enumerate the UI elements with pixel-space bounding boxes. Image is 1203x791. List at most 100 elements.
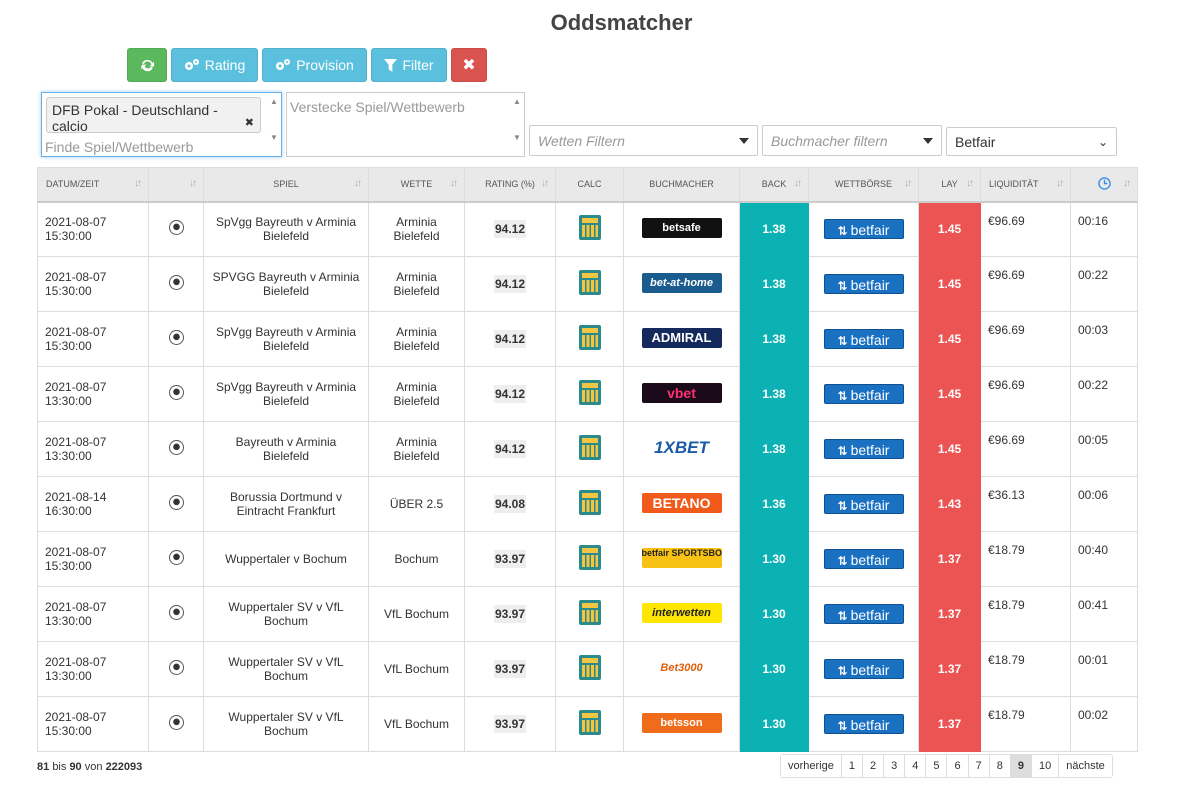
pagination-page-7[interactable]: 7 bbox=[968, 755, 990, 777]
calculator-icon[interactable] bbox=[578, 545, 601, 570]
bookmaker-filter-select[interactable]: Buchmacher filtern bbox=[762, 125, 942, 156]
calculator-icon[interactable] bbox=[578, 270, 601, 295]
pagination-page-8[interactable]: 8 bbox=[989, 755, 1011, 777]
calculator-icon[interactable] bbox=[578, 655, 601, 680]
col-header-calc: Calc bbox=[555, 167, 624, 203]
calculator-icon[interactable] bbox=[578, 490, 601, 515]
bookmaker-logo[interactable]: Bet3000 bbox=[641, 657, 722, 678]
exchange-logo[interactable]: ⇅ betfair bbox=[823, 659, 904, 679]
rating-cell: 93.97 bbox=[464, 586, 556, 642]
col-header-back[interactable]: Back ↓↑ bbox=[739, 167, 809, 203]
bookmaker-logo[interactable]: 1XBET bbox=[641, 437, 722, 458]
bets-filter-select[interactable]: Wetten Filtern bbox=[529, 125, 758, 156]
pagination-page-2[interactable]: 2 bbox=[862, 755, 885, 777]
pagination-prev-button[interactable]: vorherige bbox=[781, 755, 842, 777]
calculator-icon[interactable] bbox=[578, 710, 601, 735]
bookmaker-logo[interactable]: betfair SPORTSBOOK bbox=[641, 547, 722, 568]
col-header-bet[interactable]: Wette ↓↑ bbox=[368, 167, 465, 203]
bookmaker-logo[interactable]: betsson bbox=[641, 712, 722, 733]
bookmaker-logo[interactable]: vbet bbox=[641, 382, 722, 403]
bookmaker-logo[interactable]: BETANO bbox=[641, 492, 722, 513]
lay-odds-cell: 1.45 bbox=[918, 256, 981, 312]
pagination-next-button[interactable]: nächste bbox=[1059, 755, 1112, 777]
sort-icon: ↓↑ bbox=[966, 178, 974, 189]
rating-cell: 94.08 bbox=[464, 476, 556, 532]
exchange-logo[interactable]: ⇅ betfair bbox=[823, 604, 904, 624]
back-odds-cell: 1.30 bbox=[739, 641, 809, 697]
lay-odds-cell: 1.37 bbox=[918, 641, 981, 697]
pagination-page-1[interactable]: 1 bbox=[841, 755, 863, 777]
bet-cell: Arminia Bielefeld bbox=[368, 311, 465, 367]
date-cell: 2021-08-07 13:30:00 bbox=[37, 366, 149, 422]
calc-cell bbox=[555, 531, 624, 587]
exchange-cell: ⇅ betfair bbox=[808, 366, 919, 422]
bet-cell: VfL Bochum bbox=[368, 696, 465, 752]
sport-cell bbox=[148, 531, 204, 587]
sport-cell bbox=[148, 201, 204, 257]
date-cell: 2021-08-07 13:30:00 bbox=[37, 421, 149, 477]
calculator-icon[interactable] bbox=[578, 325, 601, 350]
col-header-rating[interactable]: Rating (%) ↓↑ bbox=[464, 167, 556, 203]
bookmaker-cell: betsafe bbox=[623, 201, 740, 257]
provision-button[interactable]: Provision bbox=[262, 48, 367, 82]
filter-button[interactable]: Filter bbox=[371, 48, 447, 82]
find-match-input[interactable]: Finde Spiel/Wettbewerb bbox=[45, 139, 194, 155]
scrollbar[interactable]: ▲ ▼ bbox=[270, 97, 278, 142]
rating-button[interactable]: Rating bbox=[171, 48, 258, 82]
hide-match-input[interactable]: Verstecke Spiel/Wettbewerb bbox=[290, 99, 465, 115]
caret-down-icon bbox=[739, 138, 749, 144]
col-header-liquidity[interactable]: Liquidität ↓↑ bbox=[980, 167, 1071, 203]
pagination-page-9[interactable]: 9 bbox=[1010, 755, 1032, 777]
betfair-arrows-icon: ⇅ bbox=[837, 499, 848, 513]
liquidity-cell: €96.69 bbox=[980, 311, 1071, 367]
lay-odds-cell: 1.45 bbox=[918, 421, 981, 477]
exchange-logo[interactable]: ⇅ betfair bbox=[823, 274, 904, 294]
reset-button[interactable]: ✖ bbox=[451, 48, 487, 82]
col-header-time[interactable]: ↓↑ bbox=[1070, 167, 1138, 203]
find-match-multiselect[interactable]: DFB Pokal - Deutschland - calcio ✖ Finde… bbox=[41, 92, 282, 157]
calculator-icon[interactable] bbox=[578, 215, 601, 241]
table-row: 2021-08-07 15:30:00 SpVgg Bayreuth v Armi… bbox=[37, 311, 1138, 367]
exchange-logo[interactable]: ⇅ betfair bbox=[823, 219, 904, 240]
age-cell: 00:02 bbox=[1070, 696, 1138, 752]
hide-match-multiselect[interactable]: Verstecke Spiel/Wettbewerb ▲ ▼ bbox=[286, 92, 525, 157]
exchange-logo[interactable]: ⇅ betfair bbox=[823, 549, 904, 569]
exchange-select[interactable]: Betfair ⌄ bbox=[946, 127, 1117, 156]
calculator-icon[interactable] bbox=[578, 380, 601, 405]
scrollbar[interactable]: ▲ ▼ bbox=[513, 97, 521, 142]
calc-cell bbox=[555, 641, 624, 697]
liquidity-cell: €36.13 bbox=[980, 476, 1071, 532]
exchange-logo[interactable]: ⇅ betfair bbox=[823, 494, 904, 514]
exchange-logo[interactable]: ⇅ betfair bbox=[823, 439, 904, 459]
pagination-page-10[interactable]: 10 bbox=[1031, 755, 1060, 777]
exchange-cell: ⇅ betfair bbox=[808, 531, 919, 587]
col-header-match[interactable]: Spiel ↓↑ bbox=[203, 167, 369, 203]
date-cell: 2021-08-07 15:30:00 bbox=[37, 311, 149, 367]
col-header-lay[interactable]: Lay ↓↑ bbox=[918, 167, 981, 203]
rating-cell: 93.97 bbox=[464, 696, 556, 752]
pagination: vorherige 1 2 3 4 5 6 7 8 9 10 nächste bbox=[780, 754, 1113, 778]
col-header-sport[interactable]: ↓↑ bbox=[148, 167, 204, 203]
bookmaker-logo[interactable]: interwetten bbox=[641, 602, 722, 623]
lay-odds-cell: 1.45 bbox=[918, 366, 981, 422]
exchange-logo[interactable]: ⇅ betfair bbox=[823, 329, 904, 349]
bookmaker-logo[interactable]: bet-at-home bbox=[641, 272, 722, 293]
calculator-icon[interactable] bbox=[578, 600, 601, 625]
match-cell: SPVGG Bayreuth v Arminia Bielefeld bbox=[203, 256, 369, 312]
bookmaker-logo[interactable]: ADMIRAL bbox=[641, 327, 722, 348]
exchange-logo[interactable]: ⇅ betfair bbox=[823, 714, 904, 734]
remove-tag-icon[interactable]: ✖ bbox=[244, 117, 254, 129]
pagination-page-4[interactable]: 4 bbox=[905, 755, 927, 777]
refresh-button[interactable] bbox=[127, 48, 167, 82]
pagination-page-3[interactable]: 3 bbox=[884, 755, 906, 777]
bookmaker-logo[interactable]: betsafe bbox=[641, 217, 722, 238]
col-header-exchange[interactable]: Wettbörse ↓↑ bbox=[808, 167, 919, 203]
calculator-icon[interactable] bbox=[578, 435, 601, 460]
chevron-down-icon: ⌄ bbox=[1097, 135, 1108, 149]
calc-cell bbox=[555, 311, 624, 367]
sport-cell bbox=[148, 696, 204, 752]
pagination-page-5[interactable]: 5 bbox=[926, 755, 948, 777]
col-header-date[interactable]: Datum/Zeit ↓↑ bbox=[37, 167, 149, 203]
exchange-logo[interactable]: ⇅ betfair bbox=[823, 384, 904, 404]
pagination-page-6[interactable]: 6 bbox=[947, 755, 969, 777]
